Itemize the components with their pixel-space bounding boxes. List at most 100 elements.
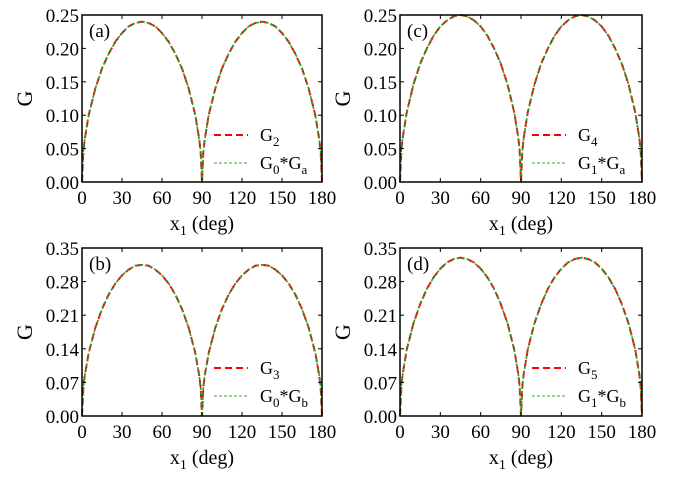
y-tick-label: 0.10 [364, 106, 397, 127]
x-tick-label: 60 [471, 188, 490, 209]
y-tick-label: 0.07 [364, 373, 397, 394]
x-axis-label-main: x [170, 213, 180, 235]
x-tick-label: 0 [77, 188, 87, 209]
y-tick-label: 0.15 [364, 73, 397, 94]
legend-main: G [260, 386, 273, 406]
y-tick-label: 0.28 [46, 273, 79, 294]
legend-main: G [578, 358, 591, 378]
legend-sub: 1 [591, 395, 598, 410]
x-tick-label: 180 [308, 188, 337, 209]
legend-entry: G5 [578, 358, 598, 382]
legend-sub: 5 [591, 367, 598, 382]
x-tick-label: 30 [431, 188, 450, 209]
x-tick-label: 150 [587, 188, 616, 209]
y-tick-label: 0.10 [46, 106, 79, 127]
legend-main: G [578, 153, 591, 173]
x-tick-label: 60 [153, 188, 172, 209]
panel-d: 0 30 60 90 120 150 180 0.00 0.07 0.14 0.21 0.28 0.35… [330, 239, 656, 473]
y-tick-label: 0.28 [364, 273, 397, 294]
x-axis-label-main: x [489, 447, 499, 469]
legend-main: G [260, 153, 273, 173]
y-tick-label: 0.00 [364, 173, 397, 194]
legend-entry: G0*Ga [260, 153, 308, 177]
legend-sub: 0 [273, 395, 280, 410]
x-tick-label: 30 [431, 422, 450, 443]
x-axis-label: x1 (deg) [170, 213, 234, 239]
legend-entry: G0*Gb [260, 386, 308, 410]
y-tick-label: 0.25 [46, 6, 79, 27]
x-tick-label: 180 [628, 188, 657, 209]
x-tick-label: 0 [77, 422, 87, 443]
x-tick-label: 30 [113, 422, 132, 443]
legend-entry: G3 [260, 358, 280, 382]
x-tick-label: 180 [628, 422, 657, 443]
legend-sub: 2 [273, 134, 280, 149]
y-axis-label: G [330, 324, 355, 340]
legend-sub2: a [302, 162, 308, 177]
legend-entry: G4 [578, 125, 598, 149]
y-tick-label: 0.00 [46, 407, 79, 428]
y-tick-label: 0.15 [46, 73, 79, 94]
x-axis-label: x1 (deg) [170, 447, 234, 473]
panel-label: (a) [89, 21, 110, 42]
legend-sub2: b [620, 395, 627, 410]
legend-main: G [260, 358, 273, 378]
x-tick-label: 120 [547, 422, 576, 443]
legend-entry: G1*Ga [578, 153, 626, 177]
legend-sub2: a [620, 162, 626, 177]
y-tick-label: 0.05 [364, 140, 397, 161]
legend-rest: *G [598, 153, 620, 173]
panel-label: (c) [407, 21, 428, 42]
y-tick-label: 0.14 [364, 340, 398, 361]
legend-sub2: b [302, 395, 309, 410]
x-tick-label: 120 [228, 422, 257, 443]
series-line-G1*Ga [399, 14, 643, 183]
x-axis-label: x1 (deg) [489, 447, 553, 473]
legend-main: G [260, 125, 273, 145]
y-tick-label: 0.00 [364, 407, 397, 428]
legend-sub: 4 [591, 134, 598, 149]
x-tick-label: 90 [512, 422, 531, 443]
x-axis-label-unit: (deg) [187, 213, 234, 235]
x-axis-label-sub: 1 [180, 224, 187, 239]
x-tick-label: 60 [153, 422, 172, 443]
x-axis-label-main: x [170, 447, 180, 469]
y-tick-label: 0.25 [364, 6, 397, 27]
x-tick-label: 0 [395, 188, 405, 209]
x-tick-label: 30 [113, 188, 132, 209]
x-axis-label: x1 (deg) [489, 213, 553, 239]
y-tick-label: 0.21 [364, 306, 397, 327]
legend-entry: G2 [260, 125, 280, 149]
x-axis-label-unit: (deg) [187, 447, 234, 469]
x-tick-label: 120 [228, 188, 257, 209]
legend-sub: 3 [273, 367, 280, 382]
legend-sub: 1 [591, 162, 598, 177]
x-tick-label: 60 [471, 422, 490, 443]
series-line-G0*Gb [81, 263, 323, 417]
y-tick-label: 0.20 [46, 39, 79, 60]
x-axis-label-sub: 1 [499, 458, 506, 473]
y-tick-label: 0.00 [46, 173, 79, 194]
x-tick-label: 0 [395, 422, 405, 443]
x-axis-label-main: x [489, 213, 499, 235]
x-axis-label-sub: 1 [499, 224, 506, 239]
panel-label: (d) [407, 254, 429, 275]
x-tick-label: 150 [268, 188, 297, 209]
y-tick-label: 0.21 [46, 306, 79, 327]
y-tick-label: 0.20 [364, 39, 397, 60]
legend-rest: *G [280, 386, 302, 406]
y-tick-label: 0.05 [46, 140, 79, 161]
x-axis-label-unit: (deg) [506, 213, 553, 235]
panel-c: 0 30 60 90 120 150 180 0.00 0.05 0.10 0.15 0.20 0.25… [330, 6, 656, 239]
panel-label: (b) [89, 254, 111, 275]
legend-rest: *G [280, 153, 302, 173]
legend-sub: 0 [273, 162, 280, 177]
legend-main: G [578, 125, 591, 145]
x-tick-label: 90 [193, 422, 212, 443]
y-axis-label: G [330, 90, 355, 106]
